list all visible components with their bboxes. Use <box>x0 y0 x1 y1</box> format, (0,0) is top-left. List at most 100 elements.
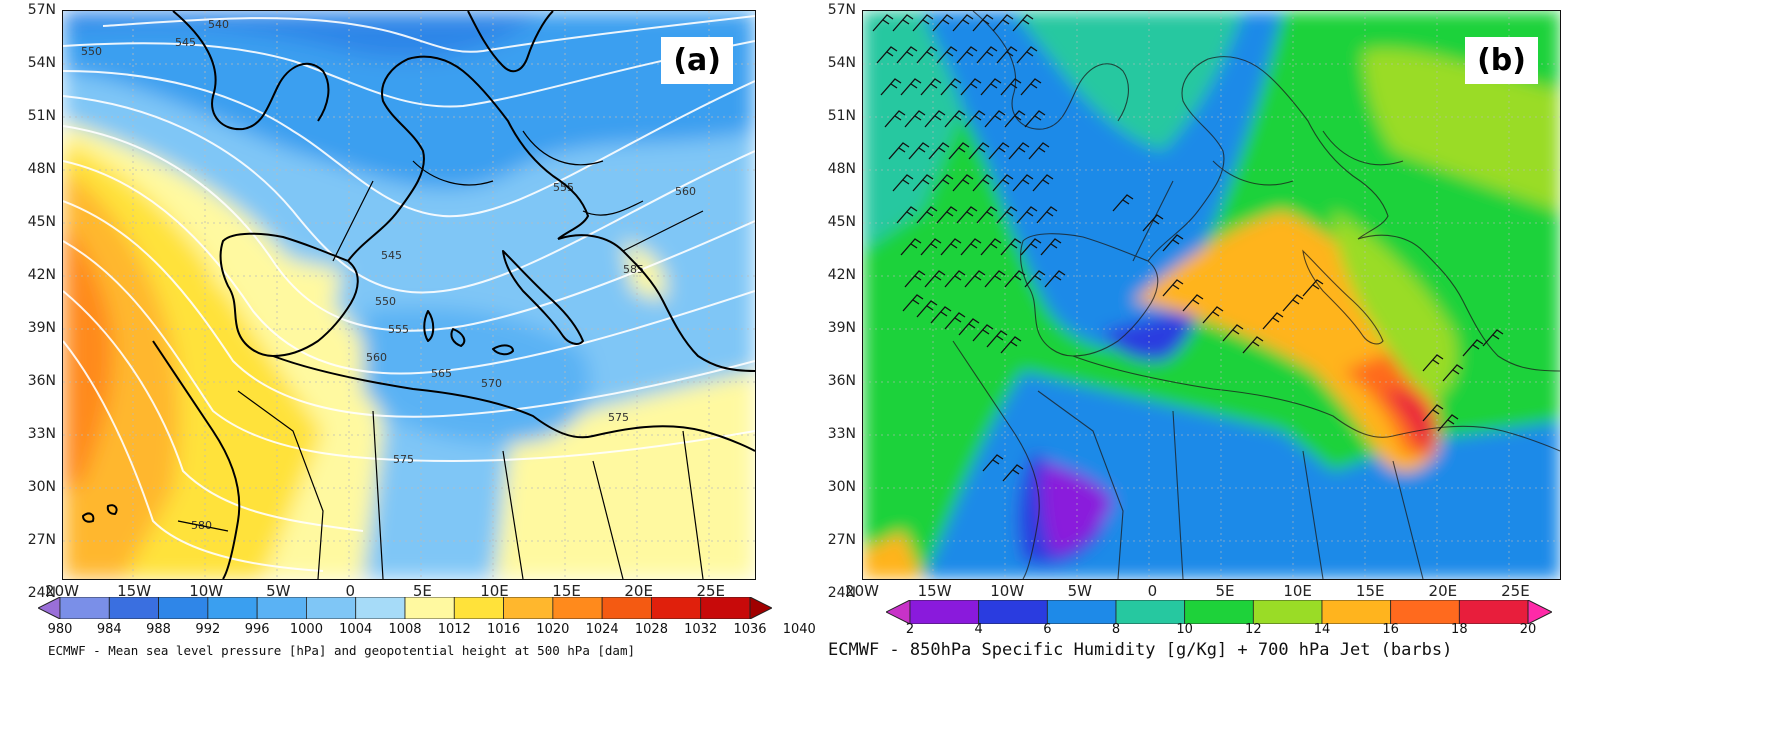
colorbar-tick-label: 2 <box>905 622 915 637</box>
latitude-label: 51N <box>27 107 56 124</box>
colorbar-segment <box>978 599 1048 625</box>
colorbar-segment <box>1390 599 1460 625</box>
colorbar-segment <box>1046 599 1117 625</box>
wind-barb <box>884 110 906 128</box>
svg-text:565: 565 <box>431 367 452 380</box>
wind-barb <box>904 110 926 128</box>
colorbar-segment <box>601 596 652 620</box>
wind-barb <box>1028 142 1050 160</box>
wind-barb <box>1012 174 1034 192</box>
wind-barb <box>900 238 922 256</box>
longitude-label: 5E <box>1215 582 1235 600</box>
colorbar-segment <box>503 596 554 620</box>
longitude-label: 0 <box>1147 582 1158 600</box>
longitude-label: 20E <box>1428 582 1458 600</box>
latitude-label: 54N <box>27 54 56 71</box>
wind-barb <box>944 110 966 128</box>
longitude-label: 20W <box>845 582 879 600</box>
wind-barb <box>992 14 1014 32</box>
longitude-label: 5W <box>1067 582 1092 600</box>
panel-b-letter: (b) <box>1465 37 1538 84</box>
wind-barb <box>1032 174 1054 192</box>
latitude-label: 36N <box>827 372 856 389</box>
wind-barb <box>1044 270 1066 288</box>
wind-barb <box>1002 464 1024 482</box>
wind-barb <box>1422 404 1444 422</box>
latitude-label: 24N <box>27 584 56 601</box>
wind-barb <box>1262 312 1284 330</box>
panel-a-colorbar <box>36 596 774 620</box>
latitude-label: 57N <box>27 2 56 18</box>
wind-barb <box>1112 194 1134 212</box>
wind-barb <box>948 142 970 160</box>
wind-barb <box>956 206 978 224</box>
colorbar-high-arrow <box>749 596 774 620</box>
colorbar-tick-label: 1012 <box>437 622 471 637</box>
colorbar-segment <box>1252 599 1323 625</box>
colorbar-tick-label: 1000 <box>289 622 323 637</box>
wind-barb <box>912 174 934 192</box>
wind-barb <box>996 46 1018 64</box>
wind-barb <box>976 206 998 224</box>
wind-barb <box>902 294 924 312</box>
wind-barb <box>1482 329 1504 347</box>
wind-barb <box>876 46 898 64</box>
wind-barb <box>936 46 958 64</box>
latitude-label: 39N <box>27 319 56 336</box>
colorbar-segment <box>207 596 258 620</box>
wind-barb <box>920 78 942 96</box>
panel-b-humidity-map: 57N 54N 51N 48N 45N 42N 39N 36N 33N 30N 27N 24N <box>828 0 1770 754</box>
longitude-label: 0 <box>345 582 356 600</box>
wind-barb <box>1182 294 1204 312</box>
wind-barb <box>1040 238 1062 256</box>
wind-barb <box>1012 14 1034 32</box>
colorbar-segment <box>552 596 603 620</box>
wind-barb <box>892 174 914 192</box>
latitude-label: 36N <box>27 372 56 389</box>
colorbar-tick-label: 992 <box>195 622 221 637</box>
panel-b-wind-barbs <box>872 14 1504 482</box>
colorbar-tick-label: 1032 <box>684 622 718 637</box>
wind-barb <box>936 206 958 224</box>
latitude-label: 33N <box>827 425 856 442</box>
wind-barb <box>972 324 994 342</box>
wind-barb <box>1016 206 1038 224</box>
latitude-label: 27N <box>27 531 56 548</box>
latitude-label: 51N <box>827 107 856 124</box>
colorbar-segment <box>355 596 406 620</box>
wind-barb <box>904 270 926 288</box>
longitude-label: 25E <box>696 582 726 600</box>
longitude-label: 5E <box>412 582 432 600</box>
colorbar-svg <box>36 596 774 620</box>
wind-barb <box>1162 279 1184 297</box>
wind-barb <box>988 142 1010 160</box>
svg-text:560: 560 <box>366 351 387 364</box>
colorbar-segment <box>256 596 307 620</box>
wind-barb <box>1302 279 1324 297</box>
colorbar-tick-label: 8 <box>1111 622 1121 637</box>
wind-barb <box>930 306 952 324</box>
panel-b-gridlines <box>863 11 1560 579</box>
longitude-label: 20W <box>45 582 79 600</box>
wind-barb <box>1004 110 1026 128</box>
svg-text:570: 570 <box>481 377 502 390</box>
panel-a-letter: (a) <box>661 37 733 84</box>
wind-barb <box>972 14 994 32</box>
svg-text:545: 545 <box>381 249 402 262</box>
panel-b-colorbar <box>884 599 1554 625</box>
svg-text:550: 550 <box>81 45 102 58</box>
colorbar-high-arrow <box>1527 599 1554 625</box>
wind-barb <box>924 270 946 288</box>
colorbar-segment <box>59 596 110 620</box>
wind-barb <box>1008 142 1030 160</box>
colorbar-tick-label: 1028 <box>634 622 668 637</box>
wind-barb <box>976 46 998 64</box>
wind-barb <box>952 174 974 192</box>
colorbar-segment <box>1184 599 1254 625</box>
colorbar-segment <box>108 596 159 620</box>
svg-text:545: 545 <box>175 36 196 49</box>
colorbar-segment <box>453 596 504 620</box>
latitude-label: 39N <box>827 319 856 336</box>
colorbar-segment <box>306 596 357 620</box>
colorbar-tick-label: 980 <box>47 622 73 637</box>
